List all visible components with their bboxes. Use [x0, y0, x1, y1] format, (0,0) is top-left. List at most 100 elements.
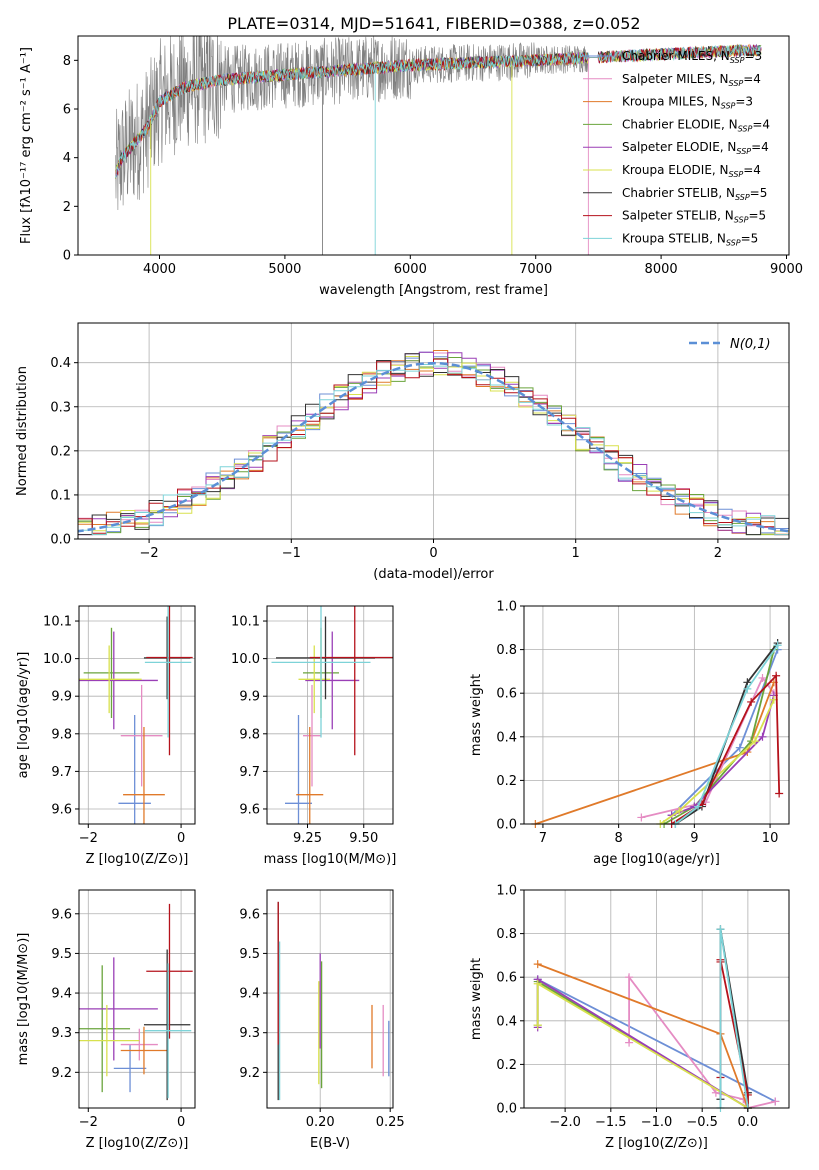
legend-label: N(0,1): [730, 337, 771, 352]
weight-marker: [625, 973, 634, 982]
x-tick-label: 1: [572, 546, 580, 561]
y-tick-label: 0.8: [496, 927, 517, 942]
weight-marker: [758, 673, 767, 682]
y-axis-label: mass weight: [469, 958, 484, 1040]
x-tick-label: −1.0: [641, 1115, 673, 1130]
legend-label: Chabrier ELODIE, NSSP=4: [622, 117, 770, 133]
weight-marker: [771, 1097, 780, 1106]
x-tick-label: 9.25: [293, 831, 322, 846]
x-tick-label: 6000: [394, 262, 427, 277]
weight-line-5: [536, 982, 749, 1109]
x-axis-label: Z [log10(Z/Z⊙)]: [605, 1136, 708, 1151]
mass_vs_ebv-panel: 0.20 0.25 9.2 9.3 9.4 9.5 9.6 E(B-V): [239, 889, 405, 1151]
x-tick-label: 9.50: [349, 831, 378, 846]
x-axis-label: wavelength [Angstrom, rest frame]: [319, 283, 548, 298]
x-tick-label: 0.25: [376, 1115, 405, 1130]
y-tick-label: 9.4: [51, 987, 72, 1002]
weight-marker: [772, 671, 781, 680]
weight-line-7: [671, 673, 781, 825]
y-tick-label: 0.0: [496, 818, 517, 833]
y-tick-label: 10.1: [231, 615, 260, 630]
weight-line-5: [659, 699, 775, 825]
x-tick-label: 7: [539, 831, 547, 846]
model-spectrum-7: [115, 44, 762, 176]
weight-line-0: [537, 978, 776, 1103]
weight_vs_age-plot: [531, 639, 784, 828]
axes-frame: [78, 605, 196, 825]
weight-marker: [625, 1038, 634, 1047]
weight_vs_Z-panel: −2.0 −1.5 −1.0 −0.5 0.0 0.0 0.2 0.4 0.6 0.8 1.0 Z […: [469, 884, 790, 1151]
weight-marker: [735, 743, 744, 752]
weight-line-2: [535, 681, 775, 825]
y-tick-label: 0.4: [496, 730, 517, 745]
weight-line-3: [663, 649, 775, 825]
normal-curve: [78, 361, 789, 533]
model-spectrum-8: [115, 44, 762, 179]
x-tick-label: 2: [714, 546, 722, 561]
y-tick-label: 9.6: [239, 907, 260, 922]
y-tick-label: 0.0: [50, 533, 71, 548]
y-tick-label: 9.3: [239, 1026, 260, 1041]
weight-line-8: [674, 644, 779, 825]
y-tick-label: 0.6: [496, 687, 517, 702]
y-tick-label: 0.2: [496, 1058, 517, 1073]
x-tick-label: 10: [762, 831, 779, 846]
legend-label: Kroupa MILES, NSSP=3: [622, 95, 753, 111]
weight-marker: [747, 697, 756, 706]
age_vs_mass-panel: 9.25 9.50 9.6 9.7 9.8 9.9 10.0 10.1 mass [log10(…: [231, 605, 396, 867]
y-axis-label: age [log10(age/yr)]: [16, 652, 31, 779]
weight-marker: [637, 813, 646, 822]
y-tick-label: 9.3: [51, 1026, 72, 1041]
weight-marker: [743, 684, 752, 693]
x-tick-label: 5000: [268, 262, 301, 277]
y-tick-label: 8: [63, 54, 71, 69]
legend-label: Salpeter ELODIE, NSSP=4: [622, 140, 769, 156]
residual-histogram-8: [78, 364, 789, 536]
y-tick-label: 10.0: [43, 652, 72, 667]
weight_vs_age-panel: 7 8 9 10 0.0 0.2 0.4 0.6 0.8 1.0 age [log10(age/yr…: [469, 600, 790, 867]
weight-line-1: [641, 676, 775, 819]
y-tick-label: 9.7: [239, 765, 260, 780]
axes-frame: [266, 605, 394, 825]
x-tick-label: 9000: [770, 262, 803, 277]
x-tick-label: −2: [79, 1115, 98, 1130]
y-tick-label: 1.0: [496, 600, 517, 615]
mass_vs_ebv-plot: [277, 901, 390, 1101]
axes-frame: [523, 605, 790, 825]
legend-label: Chabrier STELIB, NSSP=5: [622, 186, 767, 202]
y-tick-label: 9.9: [51, 690, 72, 705]
x-tick-label: 8: [615, 831, 623, 846]
y-tick-label: 0.2: [496, 774, 517, 789]
figure-title: PLATE=0314, MJD=51641, FIBERID=0388, z=0…: [227, 14, 640, 33]
x-tick-label: 7000: [519, 262, 552, 277]
age_vs_Z-panel: −2 0 9.6 9.7 9.8 9.9 10.0 10.1 Z [log10(Z/Z⊙)] ag…: [16, 605, 196, 867]
y-tick-label: 6: [63, 103, 71, 118]
weight-marker: [758, 732, 767, 741]
y-axis-label: mass weight: [469, 674, 484, 756]
legend-label: Chabrier MILES, NSSP=3: [622, 49, 762, 65]
axes-frame: [78, 889, 196, 1109]
weight-marker: [750, 737, 759, 746]
y-tick-label: 10.0: [231, 652, 260, 667]
x-tick-label: 0.0: [738, 1115, 759, 1130]
y-tick-label: 1.0: [496, 884, 517, 899]
y-tick-label: 0: [63, 249, 71, 264]
y-tick-label: 9.5: [51, 947, 72, 962]
weight_vs_Z-plot: [533, 925, 780, 1112]
y-tick-label: 9.8: [51, 727, 72, 742]
y-tick-label: 9.6: [239, 802, 260, 817]
x-axis-label: age [log10(age/yr)]: [593, 852, 720, 867]
y-tick-label: 9.2: [239, 1066, 260, 1081]
weight-marker: [533, 979, 542, 988]
spectrum-panel: 4000 5000 6000 7000 8000 9000 0 2 4 6 8 wavelength …: [19, 35, 803, 298]
y-tick-label: 9.7: [51, 765, 72, 780]
x-tick-label: 0: [429, 546, 437, 561]
age_vs_mass-plot: [271, 606, 393, 824]
x-tick-label: 0: [177, 1115, 185, 1130]
residuals-panel: −2 −1 0 1 2 0.0 0.1 0.2 0.3 0.4 (data-model)/error…: [15, 322, 790, 582]
legend-label: Kroupa STELIB, NSSP=5: [622, 231, 758, 247]
weight-line-2: [537, 963, 749, 1109]
y-axis-label: Flux [fλ10⁻¹⁷ erg cm⁻² s⁻¹ A⁻¹]: [19, 47, 34, 244]
residual-histogram-3: [78, 357, 789, 536]
y-tick-label: 0.8: [496, 643, 517, 658]
